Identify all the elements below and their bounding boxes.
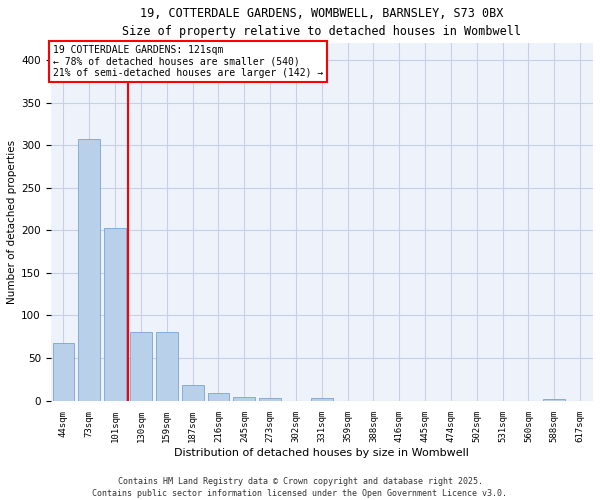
Bar <box>79 138 100 400</box>
Bar <box>182 385 203 400</box>
Bar <box>104 228 126 400</box>
Bar <box>544 399 565 400</box>
Text: Contains HM Land Registry data © Crown copyright and database right 2025.
Contai: Contains HM Land Registry data © Crown c… <box>92 476 508 498</box>
Title: 19, COTTERDALE GARDENS, WOMBWELL, BARNSLEY, S73 0BX
Size of property relative to: 19, COTTERDALE GARDENS, WOMBWELL, BARNSL… <box>122 7 521 38</box>
Y-axis label: Number of detached properties: Number of detached properties <box>7 140 17 304</box>
Bar <box>130 332 152 400</box>
X-axis label: Distribution of detached houses by size in Wombwell: Distribution of detached houses by size … <box>175 448 469 458</box>
Bar <box>156 332 178 400</box>
Text: 19 COTTERDALE GARDENS: 121sqm
← 78% of detached houses are smaller (540)
21% of : 19 COTTERDALE GARDENS: 121sqm ← 78% of d… <box>53 45 323 78</box>
Bar <box>208 393 229 400</box>
Bar <box>53 342 74 400</box>
Bar <box>311 398 333 400</box>
Bar <box>233 397 256 400</box>
Bar <box>259 398 281 400</box>
